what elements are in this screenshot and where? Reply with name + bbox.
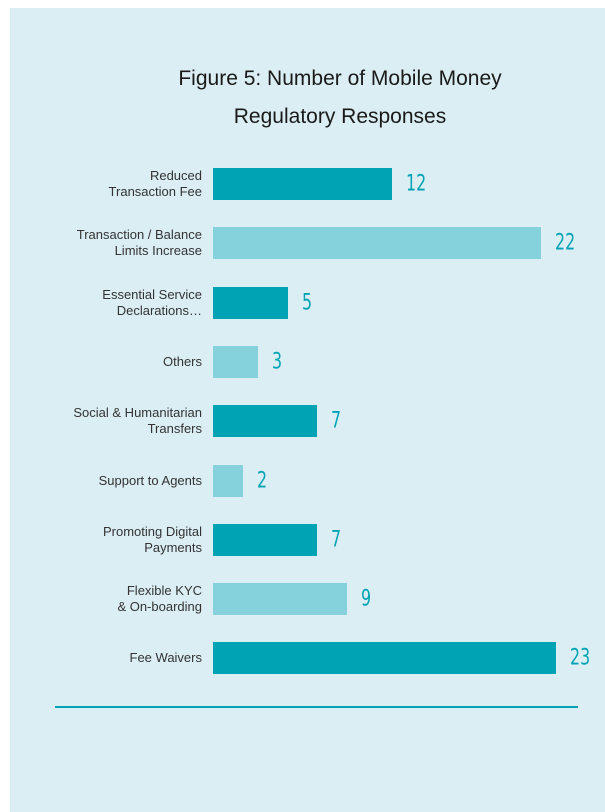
category-label: Social & Humanitarian Transfers [73,405,202,437]
category-label: Fee Waivers [129,650,202,666]
category-label: Transaction / Balance Limits Increase [76,227,202,259]
chart-title: Figure 5: Number of Mobile Money Regulat… [178,67,502,128]
value-label: 22 [554,230,575,256]
category-label: Others [162,353,202,369]
value-label: 7 [331,408,342,434]
category-label: Essential Service Declarations… [102,286,202,318]
value-label: 5 [301,290,312,316]
value-label: 2 [256,468,267,493]
bar [213,642,556,675]
category-label: Reduced Transaction Fee [108,168,202,199]
value-label: 9 [361,586,372,612]
value-label: 23 [569,645,590,671]
value-label: 3 [271,349,282,375]
divider [55,706,578,708]
value-label: 12 [405,171,426,197]
category-label: Promoting Digital Payments [103,523,202,555]
bar [213,345,258,378]
category-label: Support to Agents [98,472,202,488]
value-label: 7 [331,527,342,553]
bar [213,227,541,260]
bar [213,583,348,616]
bar [213,286,288,319]
bar [213,405,318,438]
bar [213,464,243,497]
bar [213,168,392,200]
bar [213,523,318,556]
category-label: Flexible KYC & On-boarding [117,583,202,615]
